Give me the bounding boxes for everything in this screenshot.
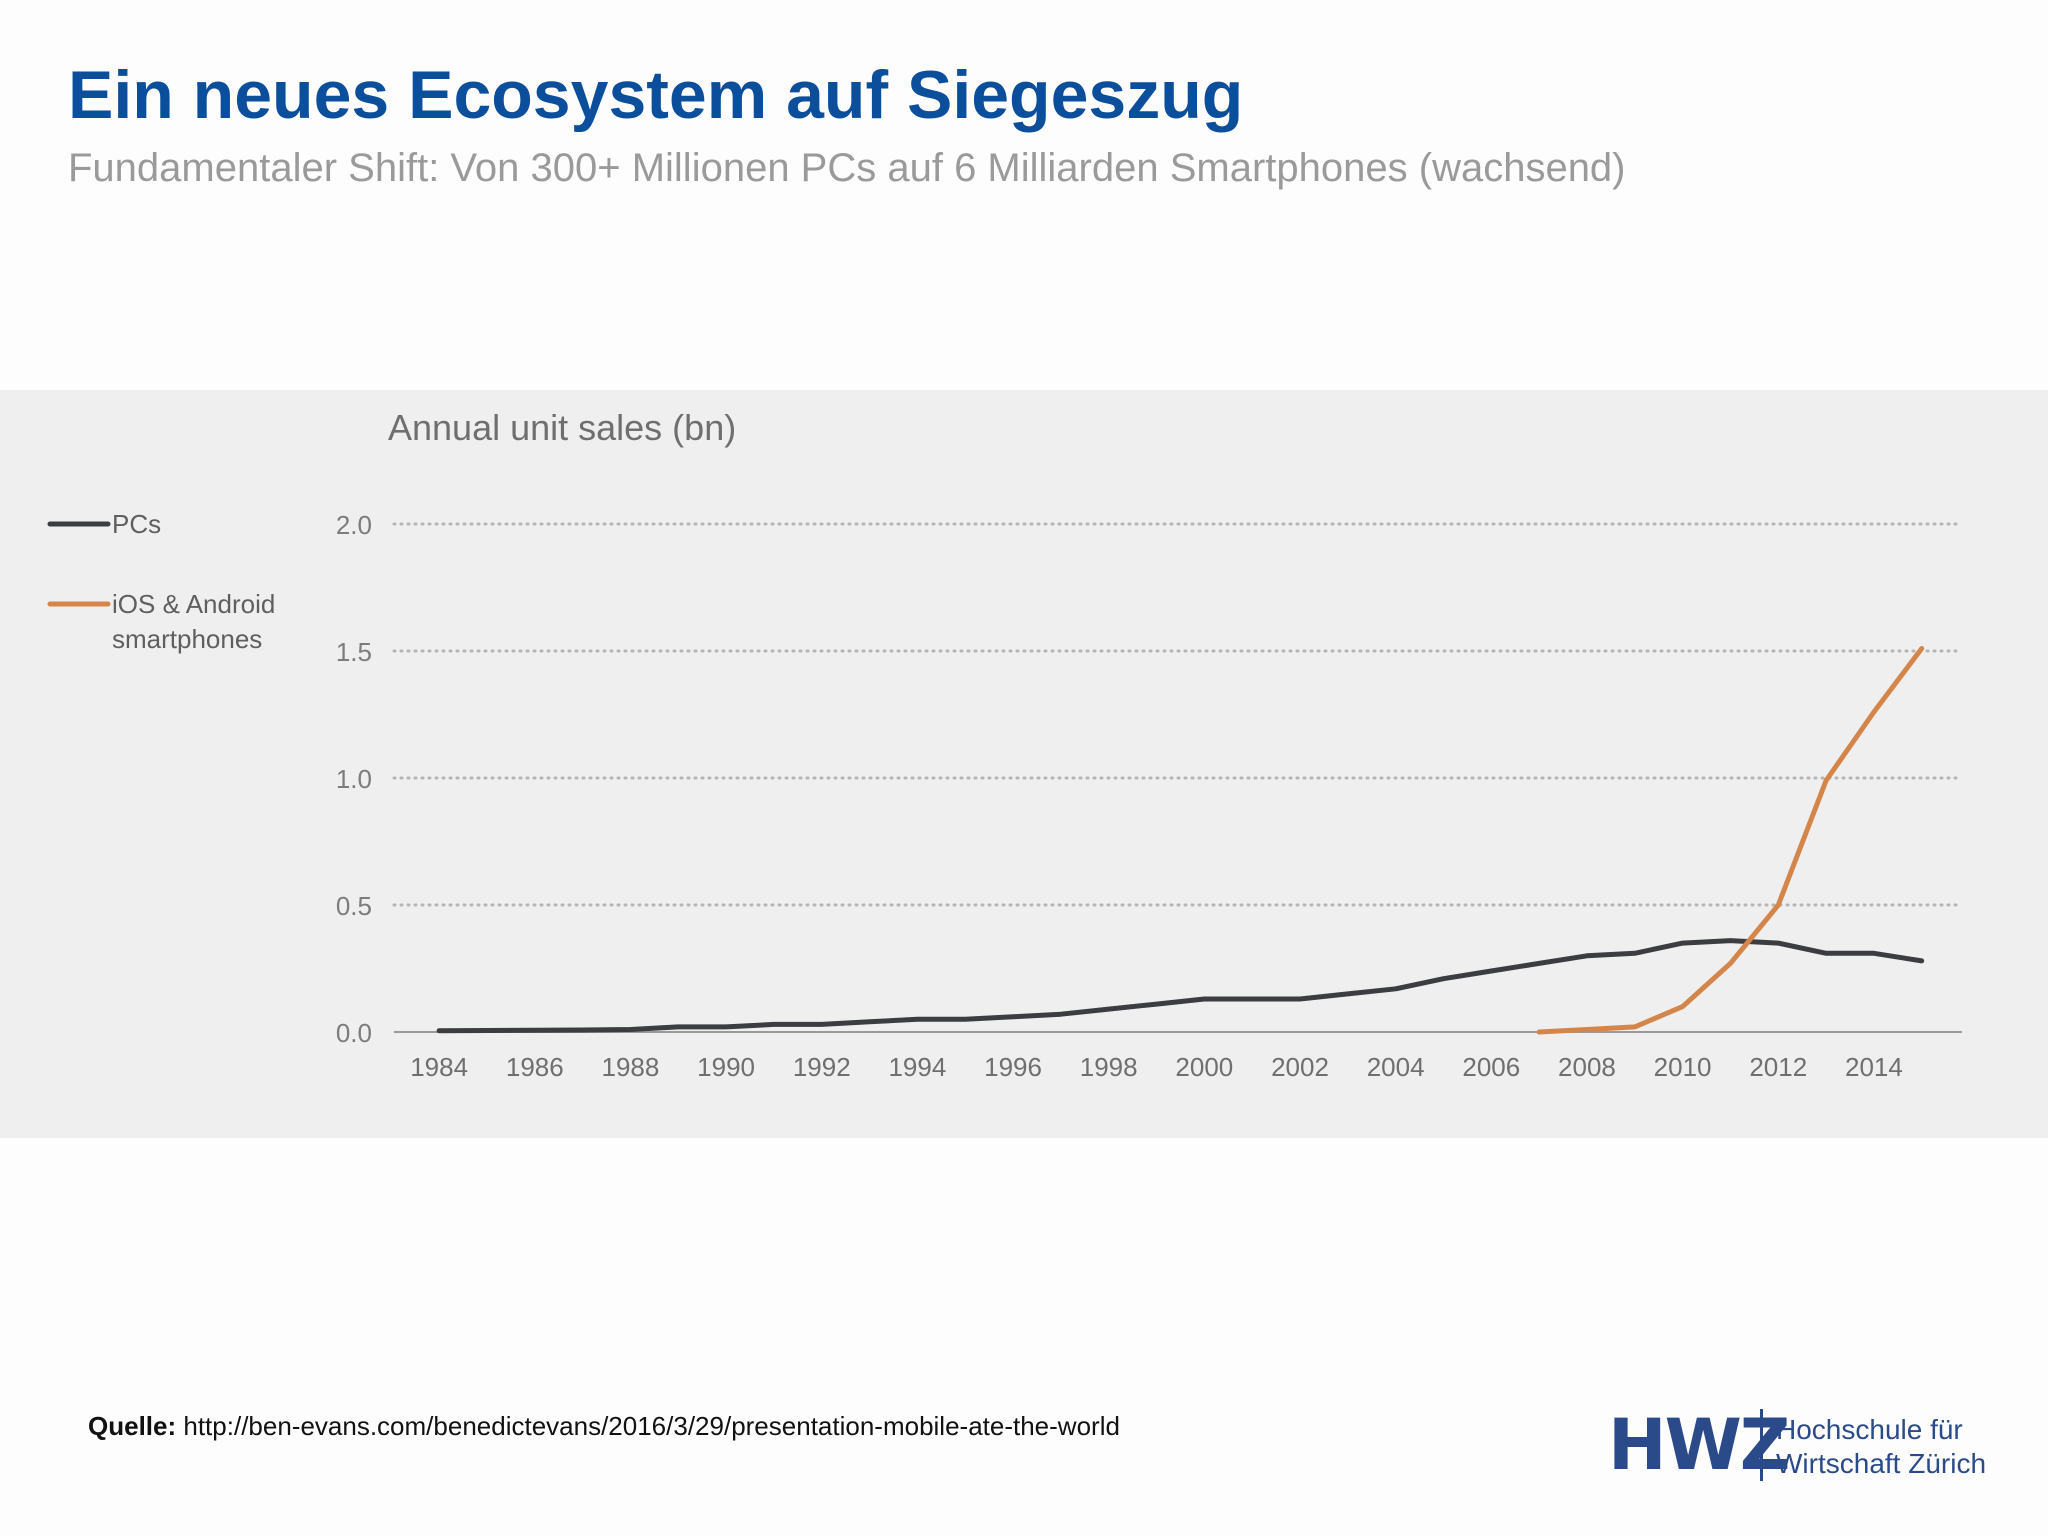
y-tick-label: 0.5	[336, 891, 372, 921]
y-tick-label: 0.0	[336, 1018, 372, 1048]
x-tick-label: 1986	[506, 1052, 564, 1082]
legend-label: smartphones	[112, 624, 262, 654]
source-url: http://ben-evans.com/benedictevans/2016/…	[183, 1411, 1120, 1441]
x-tick-label: 1988	[602, 1052, 660, 1082]
x-tick-label: 1994	[888, 1052, 946, 1082]
line-chart: Annual unit sales (bn) 0.0 0.5 1.0 1.5 2.0 198…	[47, 407, 1964, 1082]
x-tick-label: 1998	[1080, 1052, 1138, 1082]
x-tick-label: 2014	[1845, 1052, 1903, 1082]
y-tick-label: 1.5	[336, 637, 372, 667]
legend-label: iOS & Android	[112, 589, 275, 619]
x-tick-label: 2000	[1175, 1052, 1233, 1082]
logo-text: Hochschule für Wirtschaft Zürich	[1776, 1413, 1986, 1481]
x-tick-label: 2004	[1367, 1052, 1425, 1082]
chart-panel: Annual unit sales (bn) 0.0 0.5 1.0 1.5 2.0 198…	[0, 390, 2048, 1138]
y-tick-label: 2.0	[336, 510, 372, 540]
slide-subtitle: Fundamentaler Shift: Von 300+ Millionen …	[68, 146, 1626, 190]
x-tick-label: 1996	[984, 1052, 1042, 1082]
source-note: Quelle: http://ben-evans.com/benedicteva…	[88, 1411, 1120, 1442]
series-line-smartphones	[1536, 646, 1925, 1035]
x-tick-label: 2012	[1749, 1052, 1807, 1082]
x-tick-label: 2008	[1558, 1052, 1616, 1082]
x-tick-label: 2006	[1462, 1052, 1520, 1082]
x-tick-label: 1984	[410, 1052, 468, 1082]
y-tick-label: 1.0	[336, 764, 372, 794]
hwz-logo: HWZ Hochschule für Wirtschaft Zürich	[1608, 1405, 1986, 1485]
legend-label: PCs	[112, 509, 161, 539]
source-label: Quelle:	[88, 1411, 177, 1441]
x-tick-label: 1992	[793, 1052, 851, 1082]
logo-line-2: Wirtschaft Zürich	[1776, 1448, 1987, 1479]
series-line-pcs	[436, 938, 1925, 1034]
logo-line-1: Hochschule für	[1776, 1414, 1963, 1445]
slide-title: Ein neues Ecosystem auf Siegeszug	[68, 57, 1244, 133]
logo-divider	[1760, 1409, 1763, 1481]
x-tick-label: 2010	[1654, 1052, 1712, 1082]
x-tick-label: 1990	[697, 1052, 755, 1082]
chart-title: Annual unit sales (bn)	[388, 407, 736, 448]
x-tick-label: 2002	[1271, 1052, 1329, 1082]
